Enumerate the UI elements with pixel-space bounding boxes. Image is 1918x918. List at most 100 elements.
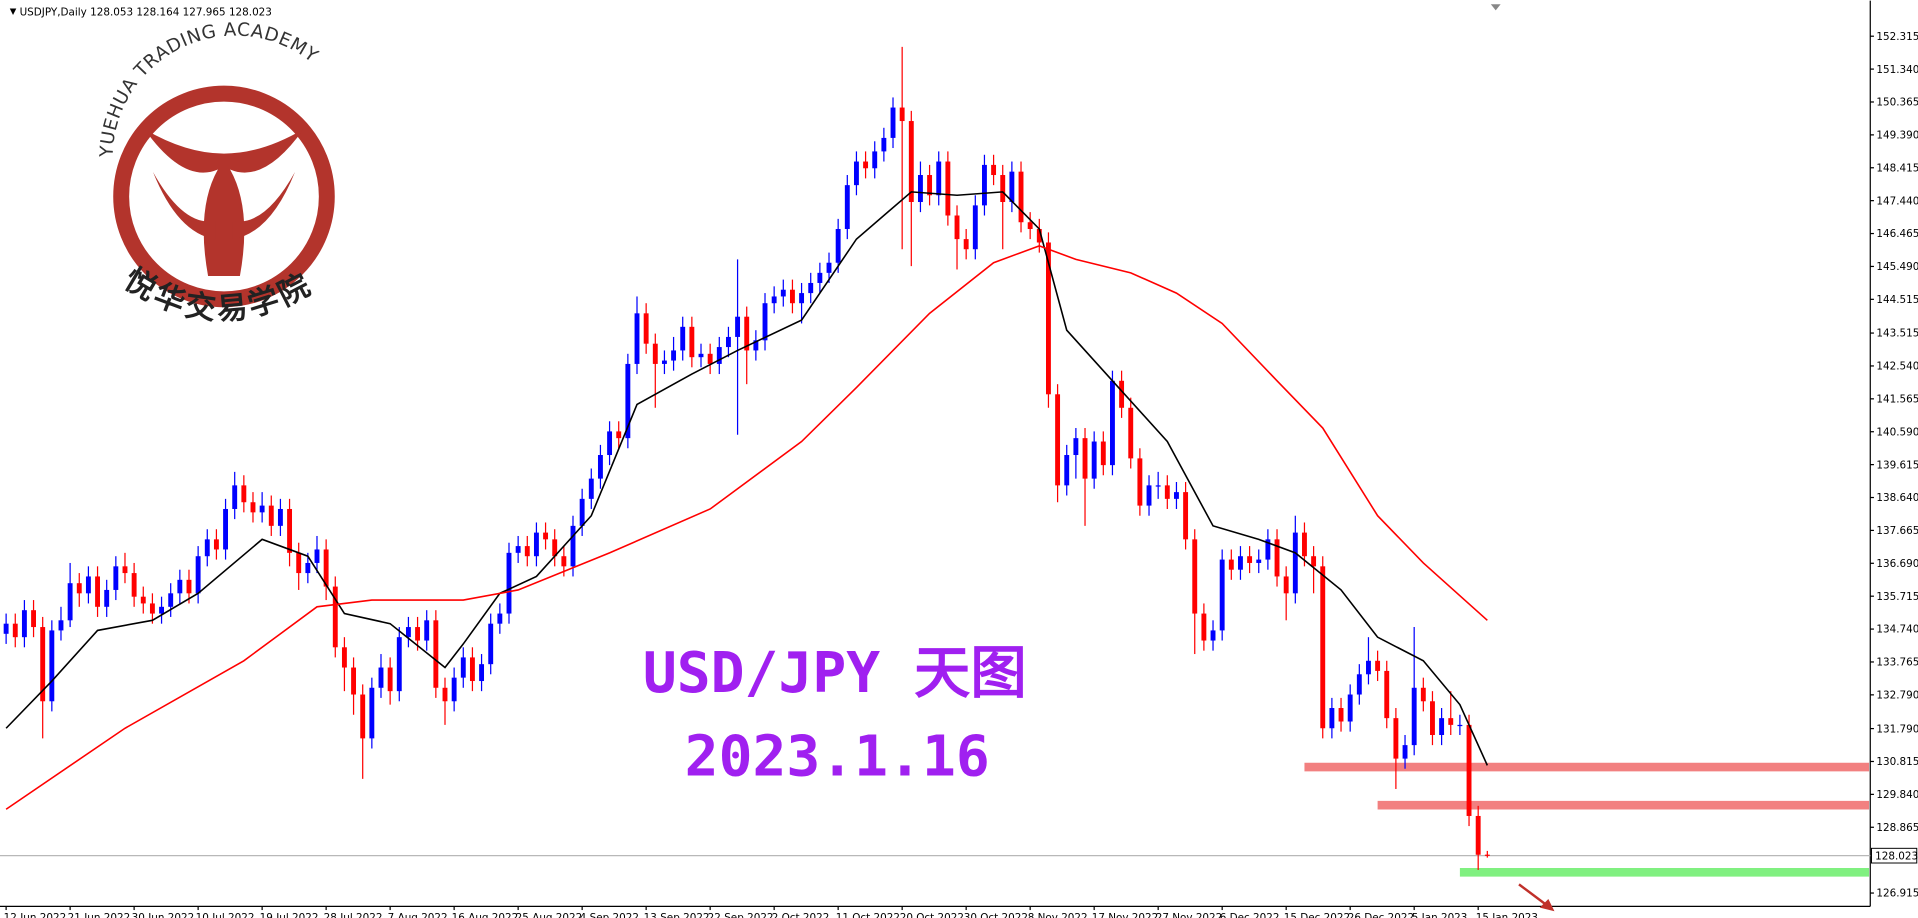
- y-tick-label: 138.640: [1876, 492, 1918, 504]
- candle-body: [1402, 745, 1408, 759]
- candle-body: [588, 478, 594, 499]
- candle-body: [31, 610, 36, 628]
- candle-body: [3, 623, 9, 634]
- candle-body: [442, 687, 448, 702]
- candle-body: [607, 431, 613, 456]
- y-tick-label: 143.515: [1876, 328, 1918, 340]
- x-tick-label: 15 Dec 2022: [1284, 912, 1350, 918]
- candle-body: [195, 556, 201, 594]
- candle-body: [1210, 630, 1216, 641]
- y-tick-label: 139.615: [1876, 459, 1918, 471]
- candle-body: [1128, 407, 1134, 459]
- candle-body: [131, 573, 137, 597]
- candle-body: [149, 603, 155, 614]
- x-tick-label: 28 Jul 2022: [324, 912, 383, 918]
- x-tick-label: 21 Jun 2022: [68, 912, 131, 918]
- shift-marker: [1490, 4, 1501, 11]
- candle-body: [1384, 670, 1390, 719]
- candle-body: [1238, 556, 1243, 570]
- candle-body: [1064, 455, 1070, 486]
- candle-body: [351, 667, 357, 695]
- y-tick-label: 137.665: [1876, 525, 1918, 537]
- x-tick-label: 22 Sep 2022: [708, 912, 774, 918]
- candle-body: [1018, 171, 1024, 223]
- candle-body: [762, 303, 768, 341]
- candle-body: [533, 532, 539, 557]
- candle-body: [241, 485, 247, 503]
- candle-body: [524, 546, 530, 557]
- x-tick-label: 8 Nov 2022: [1028, 912, 1088, 918]
- x-tick-label: 12 Jun 2022: [4, 912, 67, 918]
- candle-body: [1439, 718, 1445, 736]
- x-tick-label: 26 Dec 2022: [1348, 912, 1414, 918]
- candle-body: [104, 589, 110, 607]
- candle-body: [1292, 532, 1298, 594]
- candle-body: [863, 161, 869, 169]
- candle-body: [1174, 492, 1179, 499]
- candle-body: [1411, 687, 1417, 746]
- x-tick-label: 6 Dec 2022: [1220, 912, 1280, 918]
- y-tick-label: 126.915: [1876, 888, 1918, 900]
- candle-body: [1137, 458, 1143, 506]
- candle-body: [725, 336, 731, 348]
- candle-body: [817, 272, 823, 283]
- candle-body: [661, 360, 667, 364]
- candle-body: [1274, 539, 1280, 577]
- candle-body: [140, 596, 146, 604]
- candle-body: [396, 637, 402, 692]
- y-tick-label: 144.515: [1876, 294, 1918, 306]
- menu-triangle: ▼: [10, 7, 17, 17]
- candle-body: [168, 593, 174, 607]
- candle-body: [433, 620, 439, 688]
- candle-body: [49, 630, 55, 702]
- candle-body: [780, 289, 786, 297]
- x-tick-label: 7 Aug 2022: [388, 912, 448, 918]
- candle-body: [1430, 701, 1435, 736]
- candle-body: [616, 431, 622, 439]
- candle-body: [1219, 559, 1225, 631]
- x-tick-label: 15 Jan 2023: [1476, 912, 1538, 918]
- candle-body: [305, 562, 311, 574]
- candle-body: [76, 583, 82, 594]
- annotation: 2023.1.16: [685, 724, 990, 789]
- candle-body: [771, 296, 777, 304]
- x-tick-label: 30 Jun 2022: [132, 912, 195, 918]
- candle-body: [204, 539, 210, 557]
- candle-body: [1100, 441, 1106, 466]
- y-tick-label: 141.565: [1876, 394, 1918, 406]
- candle-body: [872, 151, 878, 169]
- candle-body: [1247, 556, 1253, 563]
- candle-body: [570, 525, 576, 567]
- candle-body: [689, 326, 695, 358]
- candle-body: [1448, 718, 1454, 725]
- x-tick-label: 20 Oct 2022: [900, 912, 964, 918]
- candle-body: [177, 579, 183, 594]
- candle-body: [186, 579, 192, 594]
- candle-body: [1484, 854, 1490, 856]
- candle-body: [945, 161, 951, 216]
- candle-body: [424, 620, 430, 641]
- y-tick-label: 150.365: [1876, 97, 1918, 109]
- x-tick-label: 30 Oct 2022: [964, 912, 1028, 918]
- candle-body: [1347, 694, 1353, 722]
- candle-body: [1164, 485, 1170, 499]
- candle-body: [1366, 660, 1371, 675]
- candle-body: [1393, 718, 1399, 759]
- annotation: USD/JPY 天图: [643, 641, 1027, 706]
- candle-body: [972, 205, 978, 250]
- y-tick-label: 134.740: [1876, 624, 1918, 636]
- candle-body: [561, 556, 567, 567]
- candle-body: [515, 546, 521, 553]
- candle-body: [826, 262, 832, 273]
- candle-body: [881, 137, 887, 152]
- candle-body: [1091, 441, 1097, 479]
- candle-body: [799, 293, 805, 304]
- candle-body: [451, 677, 457, 702]
- candle-body: [332, 586, 338, 648]
- candle-body: [58, 620, 64, 631]
- candle-body: [259, 505, 265, 513]
- x-tick-label: 11 Oct 2022: [836, 912, 900, 918]
- candle-body: [1009, 171, 1015, 203]
- candle-body: [268, 505, 274, 526]
